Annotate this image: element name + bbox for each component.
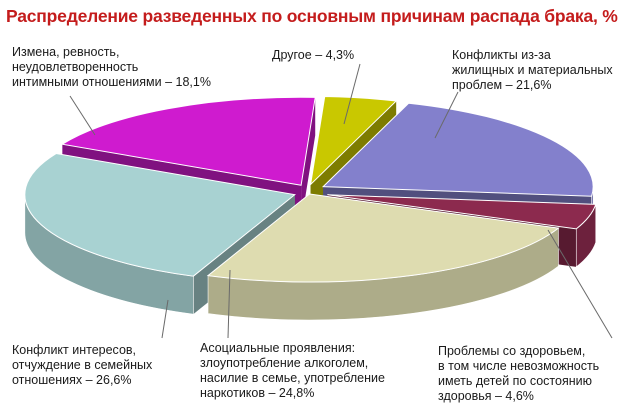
slice-label-line: Проблемы со здоровьем,	[438, 344, 585, 358]
slice-label-3: Асоциальные проявления: злоупотребление а…	[200, 341, 385, 400]
slice-wall-5	[301, 97, 316, 224]
slice-label-line: наркотиков – 24,8%	[200, 386, 314, 400]
leader-line-4	[161, 299, 169, 339]
slice-label-line: насилие в семье, употребление	[200, 371, 385, 385]
chart-title: Распределение разведенных по основным пр…	[6, 6, 618, 26]
slice-label-line: иметь детей по состоянию	[438, 374, 592, 388]
slice-label-line: отчуждение в семейных	[12, 358, 153, 372]
slice-label-0: Другое – 4,3%	[272, 48, 354, 62]
slice-label-line: Измена, ревность,	[12, 45, 119, 59]
pie-slice-5	[60, 96, 316, 186]
pie-slice-0	[309, 96, 398, 186]
slice-label-line: отношениях – 26,6%	[12, 373, 131, 387]
slice-label-line: проблем – 21,6%	[452, 78, 551, 92]
leader-line-2	[547, 229, 613, 339]
slice-label-5: Измена, ревность, неудовлетворенность инти…	[12, 45, 211, 89]
pie-slice-2	[327, 194, 597, 230]
slice-label-line: здоровья – 4,6%	[438, 389, 534, 403]
slice-label-2: Проблемы со здоровьем, в том числе невозм…	[438, 344, 599, 403]
pie-slice-3	[206, 193, 560, 283]
slice-label-line: Асоциальные проявления:	[200, 341, 355, 355]
slice-label-line: интимными отношениями – 18,1%	[12, 75, 211, 89]
slice-label-line: жилищных и материальных	[452, 63, 613, 77]
pie-slice-4	[24, 153, 297, 277]
slice-label-line: Конфликты из-за	[452, 48, 551, 62]
leader-line-3	[227, 269, 231, 339]
leader-line-1	[434, 91, 459, 139]
pie-slice-1	[321, 102, 594, 197]
leader-line-5	[69, 95, 96, 136]
slice-label-line: Конфликт интересов,	[12, 343, 136, 357]
slice-label-4: Конфликт интересов, отчуждение в семейных…	[12, 343, 153, 387]
leader-line-0	[343, 63, 361, 125]
slice-label-1: Конфликты из-за жилищных и материальных пр…	[452, 48, 613, 92]
slice-label-line: Другое – 4,3%	[272, 48, 354, 62]
slice-label-line: в том числе невозможность	[438, 359, 599, 373]
slice-label-line: злоупотребление алкоголем,	[200, 356, 368, 370]
slice-label-line: неудовлетворенность	[12, 60, 138, 74]
